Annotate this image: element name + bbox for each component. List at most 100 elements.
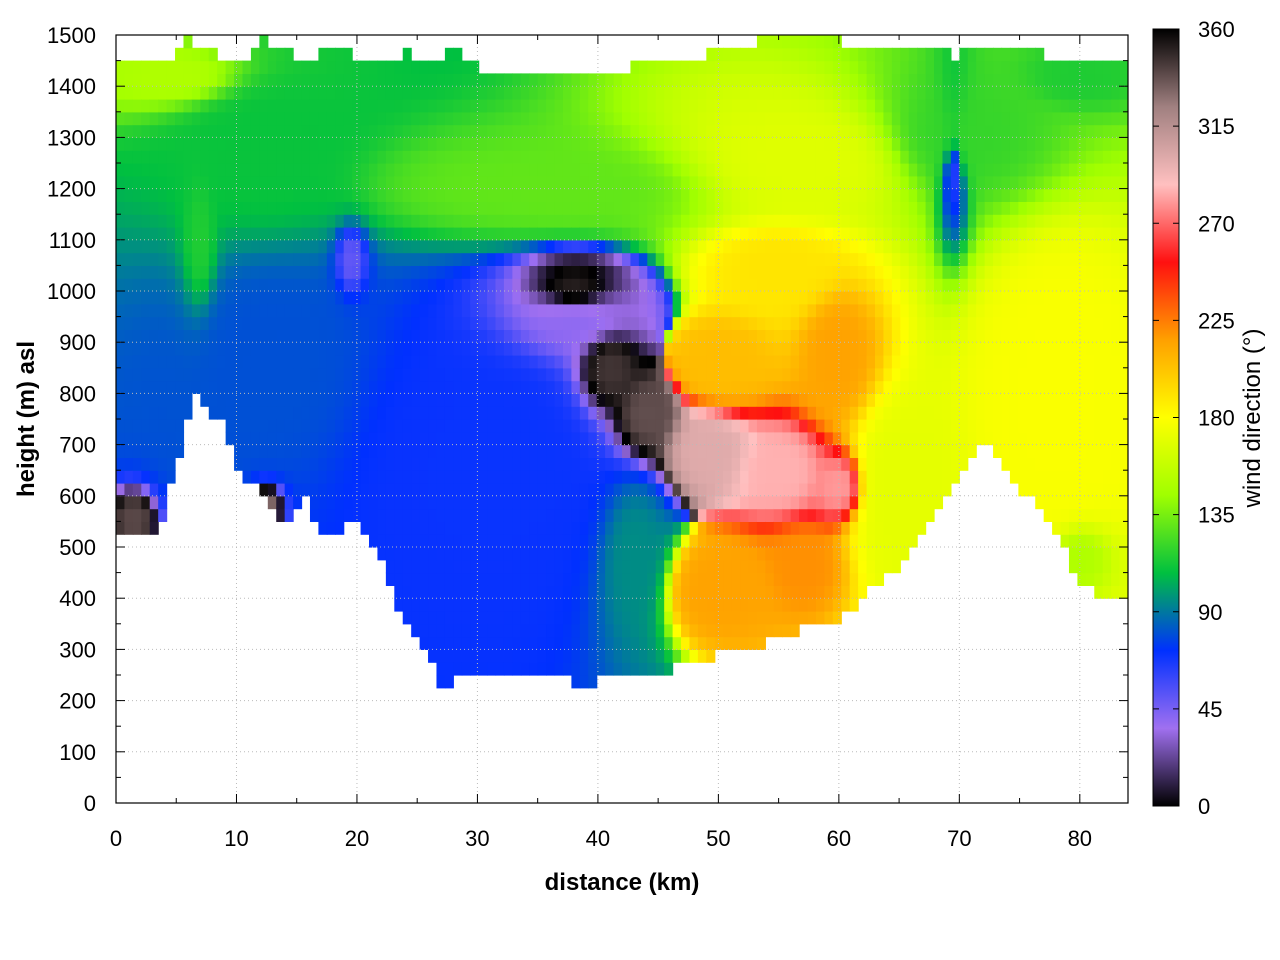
heatmap-cell — [638, 201, 648, 215]
heatmap-cell — [512, 508, 522, 522]
heatmap-cell — [1009, 99, 1019, 113]
heatmap-cell — [875, 86, 885, 100]
heatmap-cell — [934, 329, 944, 343]
heatmap-cell — [124, 73, 134, 87]
heatmap-cell — [858, 393, 868, 407]
heatmap-cell — [596, 111, 606, 126]
heatmap-cell — [537, 111, 547, 126]
heatmap-cell — [343, 252, 353, 266]
heatmap-cell — [158, 483, 168, 497]
heatmap-cell — [141, 393, 151, 407]
heatmap-cell — [470, 227, 480, 241]
heatmap-cell — [402, 419, 412, 433]
heatmap-cell — [976, 99, 986, 113]
heatmap-cell — [571, 367, 581, 382]
heatmap-cell — [740, 227, 750, 241]
heatmap-cell — [385, 329, 395, 343]
heatmap-cell — [950, 86, 960, 100]
heatmap-cell — [191, 380, 201, 394]
heatmap-cell — [723, 559, 733, 574]
heatmap-cell — [883, 355, 893, 369]
heatmap-cell — [335, 342, 345, 356]
heatmap-cell — [765, 214, 775, 228]
heatmap-cell — [622, 239, 632, 254]
heatmap-cell — [984, 188, 994, 202]
heatmap-cell — [672, 431, 682, 446]
heatmap-cell — [191, 60, 201, 74]
heatmap-cell — [647, 636, 657, 650]
heatmap-cell — [807, 124, 817, 138]
heatmap-cell — [1052, 163, 1062, 177]
heatmap-cell — [149, 495, 159, 510]
heatmap-cell — [503, 547, 513, 561]
heatmap-cell — [537, 342, 547, 356]
heatmap-cell — [503, 572, 513, 586]
heatmap-cell — [647, 316, 657, 330]
heatmap-cell — [1001, 393, 1011, 407]
heatmap-cell — [714, 265, 724, 279]
heatmap-cell — [411, 521, 421, 535]
heatmap-cell — [841, 559, 851, 574]
heatmap-cell — [377, 265, 387, 279]
heatmap-cell — [815, 99, 825, 113]
heatmap-cell — [562, 483, 572, 497]
heatmap-cell — [900, 252, 910, 266]
heatmap-cell — [537, 470, 547, 484]
heatmap-cell — [546, 150, 556, 164]
heatmap-cell — [250, 444, 260, 458]
heatmap-cell — [993, 239, 1003, 254]
heatmap-cell — [883, 163, 893, 177]
heatmap-cell — [250, 470, 260, 484]
heatmap-cell — [622, 291, 632, 305]
heatmap-cell — [132, 367, 142, 382]
heatmap-cell — [1052, 86, 1062, 100]
heatmap-cell — [225, 419, 235, 433]
heatmap-cell — [731, 572, 741, 586]
heatmap-cell — [335, 367, 345, 382]
heatmap-cell — [411, 239, 421, 254]
heatmap-cell — [613, 291, 623, 305]
heatmap-cell — [487, 291, 497, 305]
heatmap-cell — [697, 406, 707, 420]
heatmap-cell — [849, 111, 859, 126]
heatmap-cell — [546, 406, 556, 420]
heatmap-cell — [175, 380, 185, 394]
heatmap-cell — [807, 291, 817, 305]
heatmap-cell — [503, 150, 513, 164]
heatmap-cell — [369, 86, 379, 100]
heatmap-cell — [343, 380, 353, 394]
heatmap-cell — [1068, 483, 1078, 497]
heatmap-cell — [799, 111, 809, 126]
heatmap-cell — [815, 534, 825, 548]
heatmap-cell — [1026, 163, 1036, 177]
heatmap-cell — [1043, 483, 1053, 497]
heatmap-cell — [478, 636, 488, 650]
heatmap-cell — [1043, 111, 1053, 126]
heatmap-cell — [841, 278, 851, 292]
heatmap-cell — [318, 393, 328, 407]
heatmap-cell — [638, 239, 648, 254]
heatmap-cell — [436, 291, 446, 305]
heatmap-cell — [790, 73, 800, 87]
heatmap-cell — [453, 572, 463, 586]
heatmap-cell — [925, 393, 935, 407]
heatmap-cell — [470, 252, 480, 266]
heatmap-cell — [419, 214, 429, 228]
heatmap-cell — [149, 265, 159, 279]
heatmap-cell — [858, 572, 868, 586]
heatmap-cell — [596, 649, 606, 663]
heatmap-cell — [503, 483, 513, 497]
heatmap-cell — [824, 585, 834, 599]
heatmap-cell — [436, 572, 446, 586]
heatmap-cell — [622, 316, 632, 330]
heatmap-cell — [352, 431, 362, 446]
heatmap-cell — [655, 111, 665, 126]
heatmap-cell — [259, 188, 269, 202]
heatmap-cell — [875, 227, 885, 241]
heatmap-cell — [765, 86, 775, 100]
heatmap-cell — [352, 227, 362, 241]
heatmap-cell — [132, 521, 142, 535]
heatmap-cell — [385, 99, 395, 113]
heatmap-cell — [832, 495, 842, 510]
heatmap-cell — [790, 111, 800, 126]
